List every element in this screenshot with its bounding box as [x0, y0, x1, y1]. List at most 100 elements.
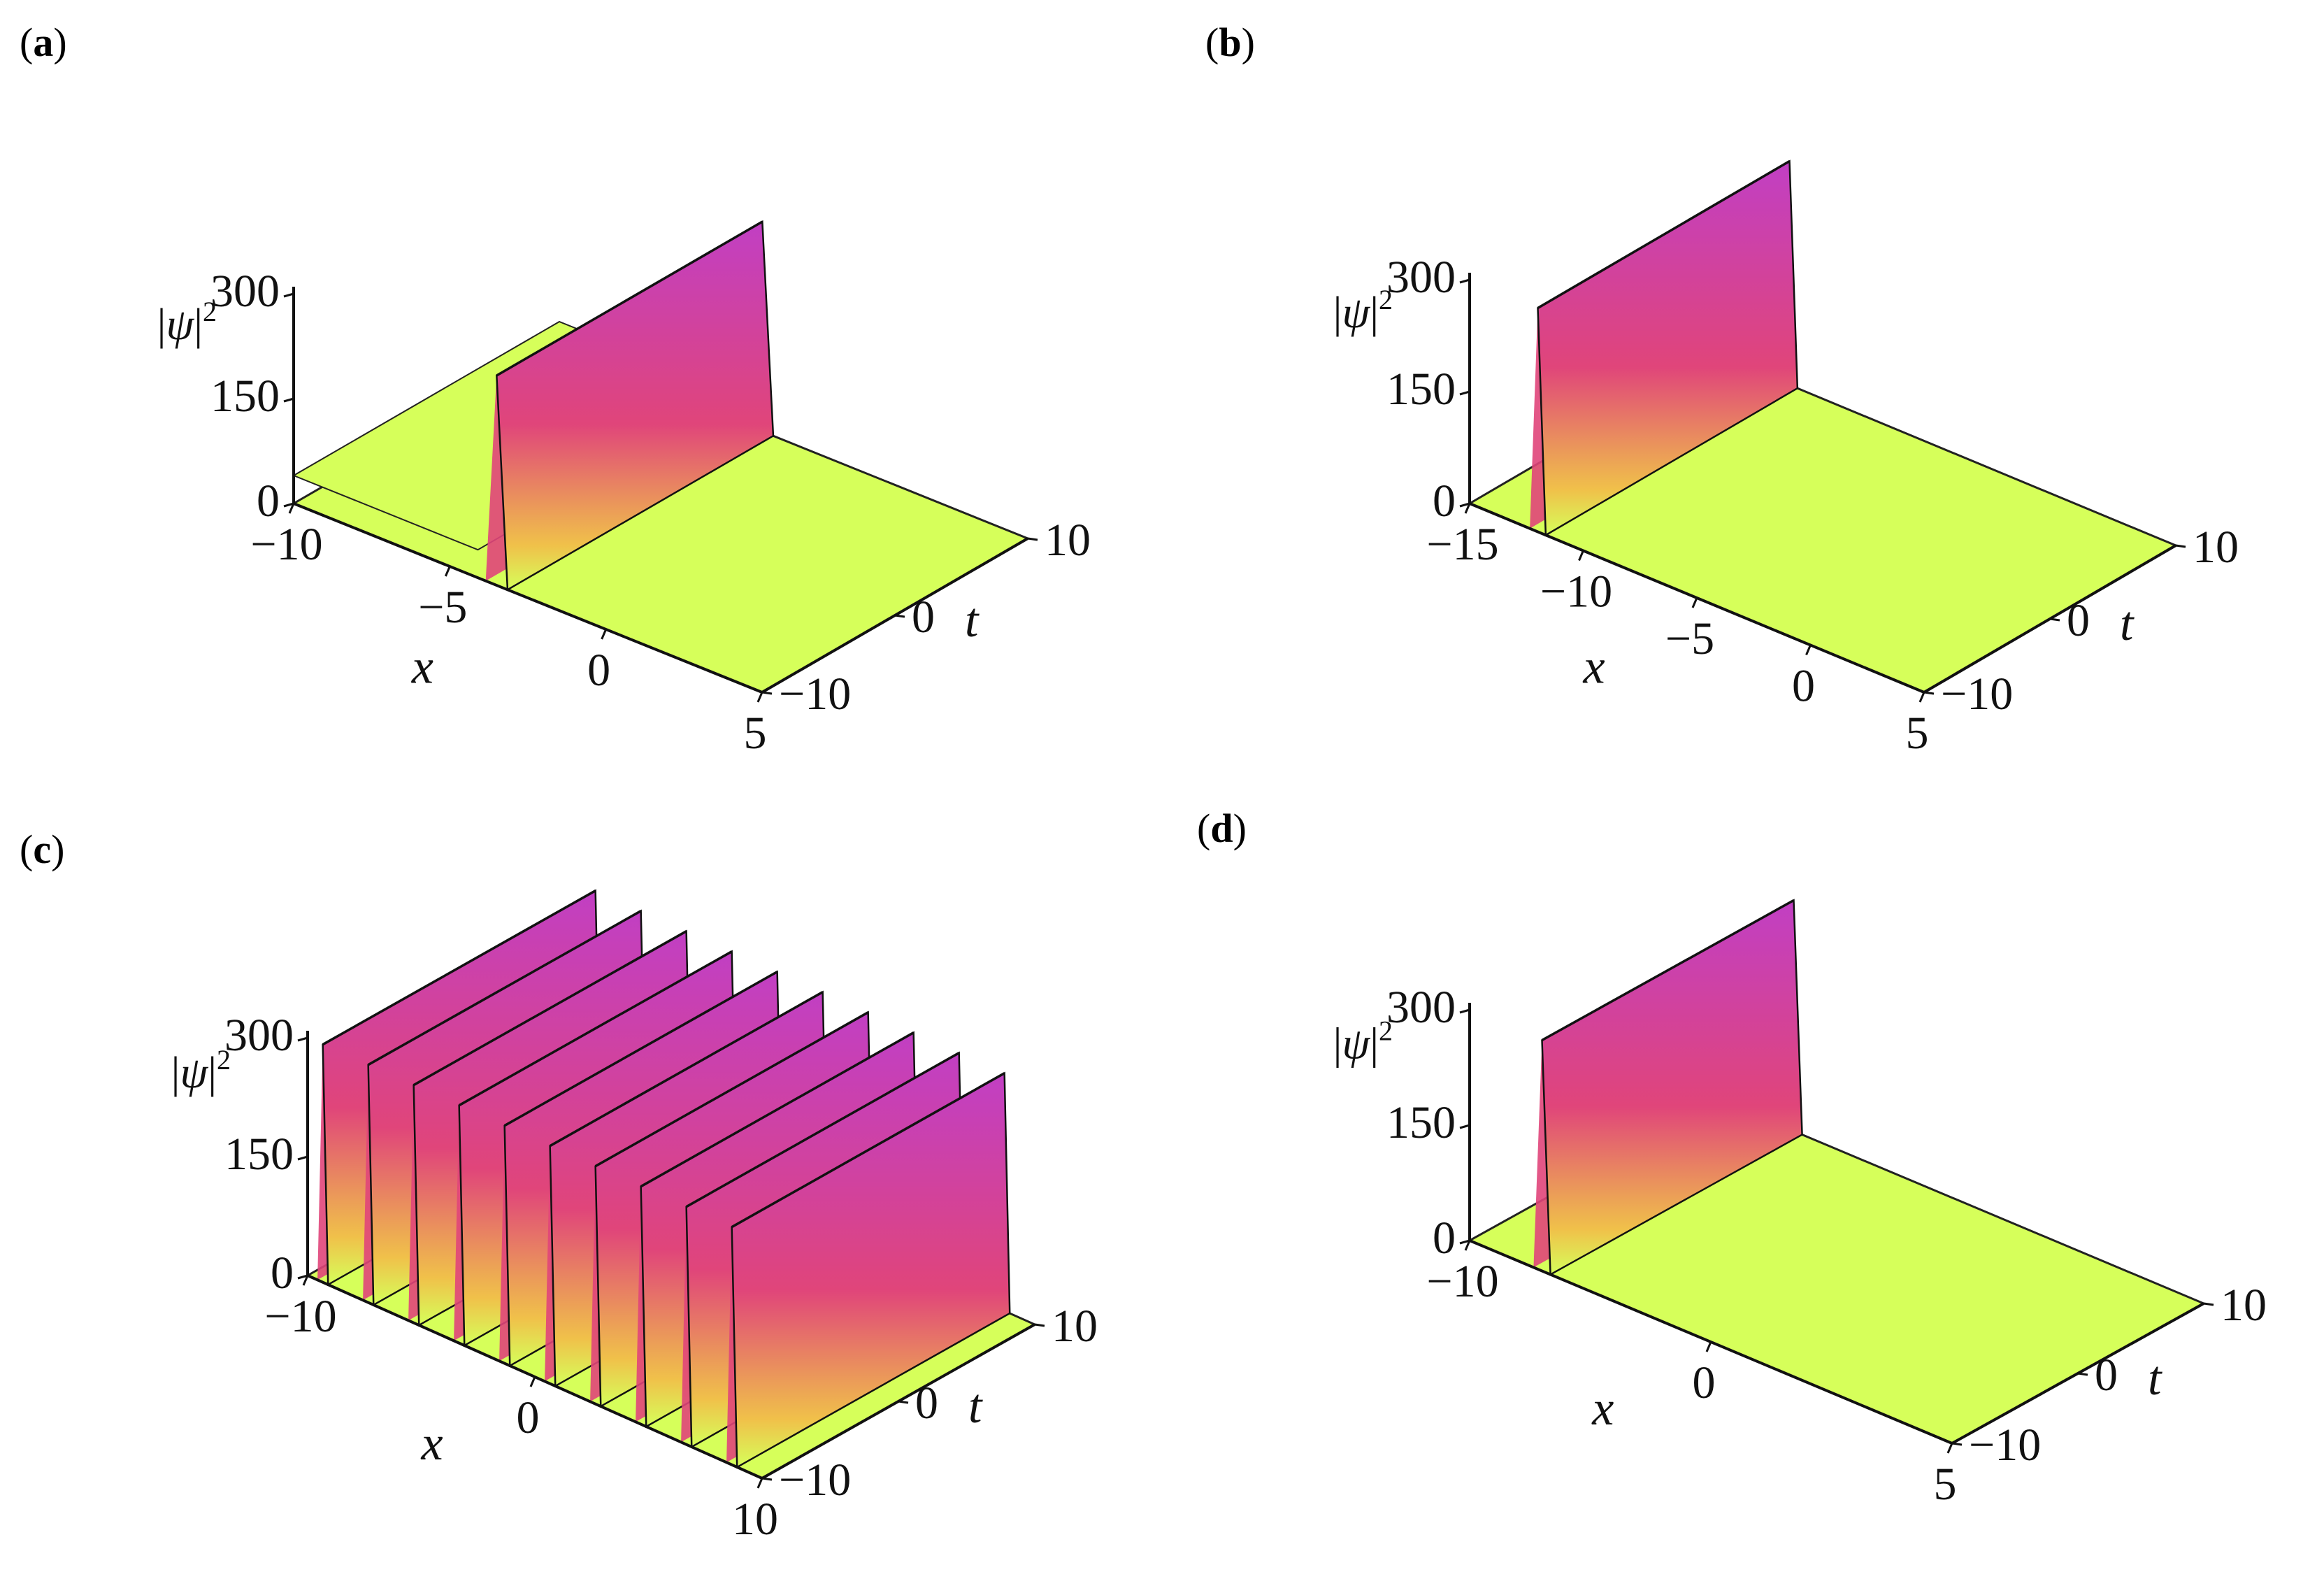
ridge-crest — [640, 1031, 914, 1188]
z-tick-mark — [1459, 1124, 1470, 1129]
z-tick-mark — [1459, 502, 1470, 508]
x-tick-label: 0 — [1693, 1357, 1716, 1408]
t-tick-label: −10 — [1969, 1420, 2041, 1471]
panel-b: (b) 0 150 300 −15 −10 −5 0 5 −10 0 10 x t |ψ|2 — [1162, 0, 2324, 786]
z-tick-label: 0 — [271, 1248, 294, 1299]
x-tick-mark — [288, 503, 295, 514]
t-tick-label: 0 — [2095, 1350, 2118, 1401]
x-axis — [293, 502, 763, 694]
z-tick-mark — [1459, 278, 1470, 284]
x-tick-mark — [1805, 644, 1812, 656]
t-tick-label: 0 — [912, 592, 935, 643]
x-tick-mark — [1464, 503, 1471, 514]
x-tick-label: 0 — [517, 1392, 540, 1443]
x-tick-mark — [1691, 597, 1698, 608]
x-tick-mark — [529, 1376, 536, 1387]
t-tick-label: 0 — [2067, 595, 2090, 646]
x-tick-label: 5 — [1934, 1459, 1957, 1510]
z-tick-label: 0 — [1433, 1213, 1456, 1264]
x-tick-label: 0 — [1792, 661, 1815, 712]
x-tick-mark — [1464, 1240, 1471, 1251]
z-axis-label: |ψ|2 — [1333, 284, 1393, 337]
x-tick-mark — [756, 692, 763, 703]
z-tick-label: 300 — [1386, 252, 1456, 303]
ridge-crest — [322, 889, 596, 1046]
z-tick-label: 150 — [224, 1129, 294, 1180]
z-tick-label: 300 — [224, 1010, 294, 1061]
x-axis-label: x — [420, 1417, 443, 1471]
t-axis-label: t — [2120, 597, 2135, 651]
ridge-crest — [549, 991, 824, 1148]
panel-label: (b) — [1205, 20, 1255, 65]
t-tick-label: 10 — [1052, 1301, 1098, 1352]
x-tick-label: −15 — [1426, 519, 1498, 570]
t-tick-mark — [898, 1400, 909, 1404]
panel-label: (c) — [20, 827, 64, 872]
t-tick-mark — [1951, 1442, 1963, 1446]
t-tick-mark — [2175, 544, 2186, 548]
t-tick-mark — [1923, 691, 1935, 695]
t-axis-label: t — [965, 594, 980, 648]
t-tick-mark — [761, 1477, 773, 1481]
t-tick-label: 10 — [1045, 515, 1091, 566]
x-tick-label: −10 — [1540, 566, 1612, 617]
panel-label: (d) — [1197, 806, 1247, 851]
z-tick-mark — [283, 397, 294, 403]
z-tick-label: 300 — [1386, 982, 1456, 1033]
z-tick-label: 150 — [1386, 1097, 1456, 1148]
t-tick-label: −10 — [779, 669, 851, 720]
t-tick-mark — [2203, 1302, 2214, 1306]
x-tick-label: 5 — [1906, 708, 1929, 759]
z-axis-label: |ψ|2 — [1333, 1015, 1393, 1069]
x-tick-mark — [1705, 1341, 1712, 1352]
t-tick-mark — [1034, 1323, 1045, 1327]
x-tick-label: −5 — [1665, 613, 1714, 664]
panel-label: (a) — [20, 20, 67, 65]
ridge-crest — [503, 971, 778, 1127]
x-tick-label: −10 — [264, 1291, 336, 1342]
ridge-crest — [1537, 159, 1791, 310]
z-tick-label: 150 — [210, 371, 280, 422]
z-tick-mark — [297, 1274, 308, 1280]
z-tick-label: 0 — [1433, 476, 1456, 527]
ridge-crest — [685, 1052, 960, 1208]
t-tick-label: 10 — [2221, 1280, 2267, 1331]
x-tick-label: −5 — [418, 582, 467, 633]
z-tick-label: 0 — [257, 476, 280, 527]
t-tick-label: −10 — [779, 1455, 851, 1506]
z-tick-mark — [297, 1155, 308, 1161]
t-tick-mark — [761, 691, 773, 695]
panel-a: (a) 0 150 300 −10 −5 0 5 −10 0 10 x t |ψ|2 — [0, 0, 1162, 786]
panel-d: (d) 0 150 300 −10 0 5 −10 0 10 x t |ψ|2 — [1162, 786, 2324, 1572]
ridge-crest — [367, 910, 642, 1066]
ridge-crest — [731, 1072, 1005, 1229]
z-axis-label: |ψ|2 — [171, 1044, 231, 1097]
z-tick-mark — [1459, 1008, 1470, 1014]
t-tick-mark — [1027, 537, 1038, 541]
t-tick-label: 10 — [2193, 522, 2239, 573]
x-tick-mark — [1918, 692, 1925, 703]
t-tick-label: −10 — [1941, 669, 2013, 720]
ridge-crest — [413, 930, 687, 1087]
z-tick-label: 300 — [210, 266, 280, 317]
z-axis-label: |ψ|2 — [157, 296, 217, 349]
x-tick-mark — [601, 629, 608, 640]
z-tick-mark — [297, 1036, 308, 1042]
z-tick-mark — [283, 502, 294, 508]
panel-c: (c) 0 150 300 −10 0 10 −10 0 10 x t |ψ|2 — [0, 786, 1162, 1572]
z-tick-label: 150 — [1386, 364, 1456, 415]
x-tick-label: 10 — [732, 1494, 778, 1545]
x-tick-mark — [302, 1275, 309, 1286]
x-axis-label: x — [1591, 1382, 1614, 1436]
t-tick-mark — [2077, 1372, 2088, 1376]
t-tick-mark — [2049, 617, 2060, 622]
x-tick-label: −10 — [1426, 1256, 1498, 1307]
x-tick-label: 5 — [744, 708, 767, 759]
t-axis-label: t — [968, 1380, 983, 1434]
t-tick-mark — [894, 614, 905, 618]
ridge-crest — [594, 1011, 869, 1168]
